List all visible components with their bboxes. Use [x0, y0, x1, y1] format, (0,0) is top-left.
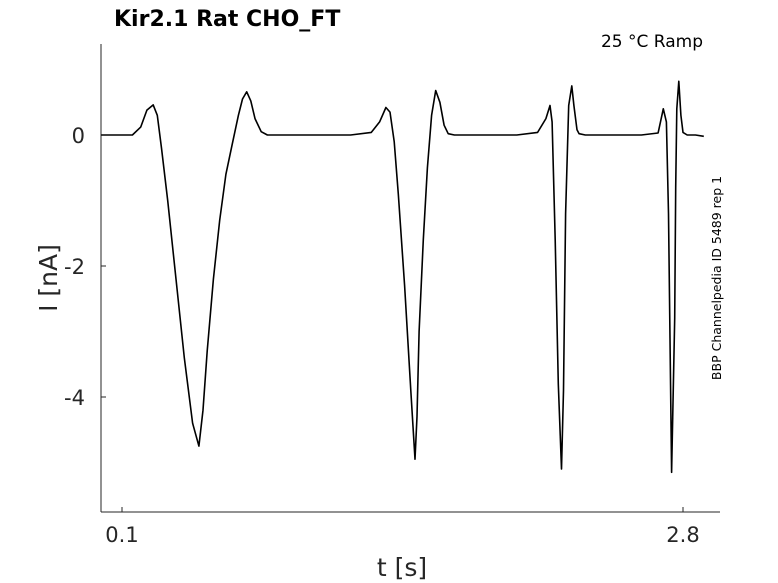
y-tick-label: -4: [64, 386, 85, 410]
x-axis-label: t [s]: [377, 553, 427, 582]
x-tick-label: 0.1: [105, 523, 138, 547]
x-axis-ticks: 0.1 2.8: [105, 507, 700, 547]
y-axis-ticks: 0 -2 -4: [64, 124, 106, 410]
y-axis-label: I [nA]: [34, 244, 63, 312]
channelpedia-id-note: BBP Channelpedia ID 5489 rep 1: [709, 176, 724, 380]
y-tick-label: 0: [72, 124, 85, 148]
current-trace-line: [101, 80, 704, 474]
chart-title: Kir2.1 Rat CHO_FT: [114, 7, 340, 32]
chart-subtitle: 25 °C Ramp: [601, 32, 703, 52]
x-tick-label: 2.8: [666, 523, 699, 547]
y-tick-label: -2: [64, 255, 85, 279]
